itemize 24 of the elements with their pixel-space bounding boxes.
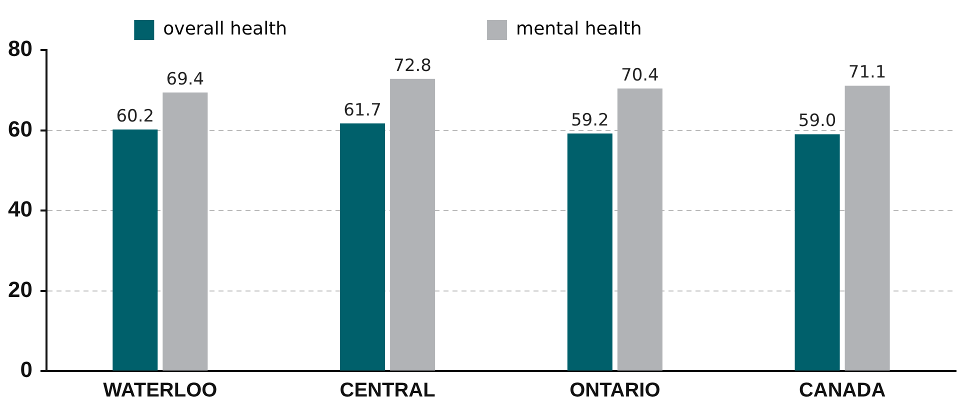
bar xyxy=(794,134,840,370)
x-tick-label: ONTARIO xyxy=(570,380,660,402)
data-label: 61.7 xyxy=(344,100,382,120)
y-tick-label: 20 xyxy=(8,276,32,302)
data-label: 72.8 xyxy=(394,56,432,76)
bar xyxy=(340,123,386,370)
x-tick-label: CENTRAL xyxy=(340,380,436,402)
data-label: 70.4 xyxy=(621,65,659,86)
legend-label: mental health xyxy=(516,18,822,40)
x-tick-label: CANADA xyxy=(798,380,886,402)
data-label: 71.1 xyxy=(848,62,886,83)
y-tick-label: 80 xyxy=(8,36,32,62)
bar xyxy=(567,133,612,370)
x-tick-label: WATERLOO xyxy=(103,380,218,402)
bar xyxy=(112,129,158,370)
y-tick-label: 60 xyxy=(8,116,32,142)
y-tick-label: 40 xyxy=(8,196,32,222)
data-label: 69.4 xyxy=(166,69,204,90)
y-tick-label: 0 xyxy=(20,357,32,382)
data-label: 59.2 xyxy=(570,110,609,130)
bar xyxy=(162,92,208,370)
legend-label: overall health xyxy=(163,18,468,40)
data-label: 60.2 xyxy=(116,106,154,126)
data-label: 59.0 xyxy=(798,111,836,132)
